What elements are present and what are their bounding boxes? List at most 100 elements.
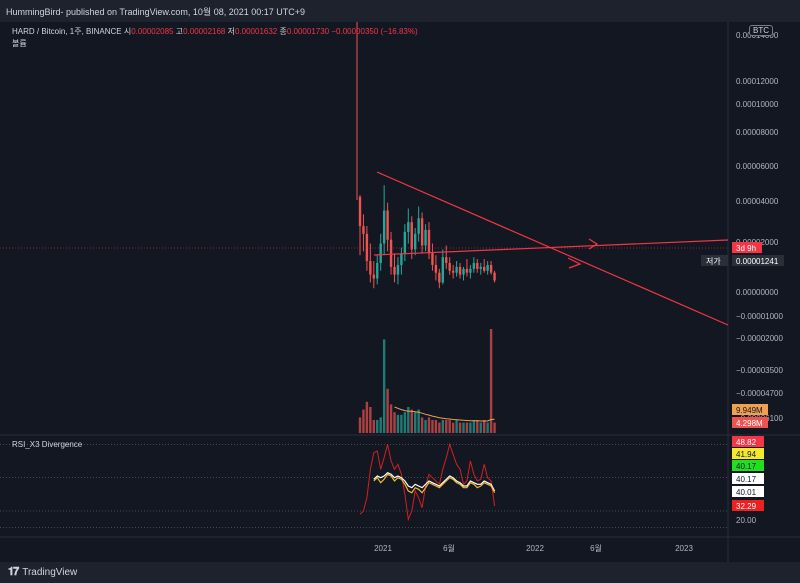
candle-body	[407, 222, 410, 232]
candle	[465, 259, 469, 277]
candle	[407, 208, 410, 244]
volume-bar	[420, 417, 424, 433]
volume-bar	[393, 412, 396, 433]
candle	[479, 262, 482, 275]
volume-bar	[417, 409, 420, 433]
close-label: 종	[279, 27, 287, 36]
volume-bar	[451, 422, 455, 433]
volume-bar	[372, 420, 375, 433]
time-axis-label: 6월	[590, 543, 602, 553]
candle-body	[462, 268, 465, 275]
candle	[462, 266, 465, 281]
symbol-legend: HARD / Bitcoin, 1주, BINANCE 시0.00002085 …	[12, 26, 418, 37]
candle	[472, 257, 476, 273]
candle	[376, 255, 379, 285]
volume-bar	[486, 422, 489, 433]
candle	[386, 202, 389, 252]
currency-badge[interactable]: BTC	[749, 25, 773, 36]
candle	[445, 245, 448, 269]
rsi-tag-bg	[732, 514, 764, 525]
high-label: 고	[175, 27, 184, 36]
volume-bar	[441, 420, 444, 433]
candle-body	[445, 257, 448, 263]
descending-trendline	[376, 171, 729, 326]
candle	[358, 194, 362, 256]
volume-tag-bg	[732, 417, 768, 428]
volume-bar	[458, 422, 462, 433]
price-axis-label: −0.00001000	[736, 312, 783, 321]
candle-body	[438, 272, 441, 283]
candle	[417, 206, 420, 242]
candle-body	[431, 253, 434, 265]
candle	[489, 261, 493, 275]
volume-bar	[483, 420, 486, 433]
rsi-slow-line	[359, 442, 496, 522]
candle	[458, 262, 462, 279]
candle	[400, 247, 403, 275]
candle-body	[424, 229, 427, 246]
candle	[438, 268, 441, 289]
candle-body	[451, 270, 455, 273]
candle	[379, 233, 382, 271]
trendline-arrow	[567, 257, 582, 269]
rsi-tag-bg	[732, 473, 764, 484]
candle-body	[389, 239, 393, 267]
symbol-title: HARD / Bitcoin, 1주, BINANCE	[12, 27, 122, 36]
rsi-tag-bg	[732, 436, 764, 447]
candle	[372, 261, 375, 289]
candle-body	[448, 262, 451, 271]
time-axis-label: 2021	[374, 544, 392, 553]
candle	[410, 216, 413, 260]
candle-body	[486, 264, 489, 271]
volume-bar	[382, 339, 386, 433]
candle-body	[372, 274, 375, 279]
tradingview-logo-icon: 𝟏𝟕	[8, 566, 19, 578]
volume-bar	[427, 417, 431, 433]
volume-bar	[386, 388, 389, 433]
candle	[424, 224, 427, 252]
candle	[451, 264, 455, 279]
volume-bar	[365, 401, 369, 433]
volume-bar	[362, 409, 365, 433]
brand-name: TradingView	[22, 567, 78, 578]
low-price-tag: 0.00001241	[736, 257, 779, 266]
low-prefix: 저가	[706, 257, 721, 266]
candle	[441, 249, 444, 285]
candle-body	[465, 268, 469, 273]
candle-body	[386, 210, 389, 240]
candle-body	[441, 257, 444, 283]
candle	[382, 185, 386, 256]
rsi-tag: 20.00	[736, 516, 757, 525]
volume-bar	[462, 422, 465, 433]
footer-bar	[0, 562, 800, 583]
price-axis-label: 0.00010000	[736, 100, 779, 109]
candle-body	[410, 222, 413, 250]
volume-ma-tag-bg	[732, 404, 768, 415]
volume-bar	[414, 412, 417, 433]
price-axis-label: −0.00004700	[736, 389, 783, 398]
candle-body	[358, 196, 362, 227]
rsi-tag: 40.17	[736, 462, 757, 471]
candle	[486, 261, 489, 275]
candle	[448, 257, 451, 275]
candle-body	[434, 264, 438, 273]
support-trendline	[373, 239, 729, 256]
rsi-tag: 40.17	[736, 475, 757, 484]
volume-bars	[358, 329, 496, 433]
low-price-tag-bg	[732, 255, 784, 266]
price-axis-label: 0.00004000	[736, 197, 779, 206]
candle-body	[400, 253, 403, 265]
volume-bar	[410, 409, 413, 433]
publish-info: HummingBird- published on TradingView.co…	[6, 7, 306, 17]
rsi-tag-bg	[732, 500, 764, 511]
candle	[396, 257, 400, 285]
volume-bar	[403, 412, 407, 433]
volume-bar	[376, 420, 379, 433]
candle-body	[417, 218, 420, 234]
rsi-tag: 32.29	[736, 502, 757, 511]
volume-bar	[358, 417, 362, 433]
open-value: 0.00002085	[131, 27, 174, 36]
countdown-tag-bg	[732, 242, 762, 253]
rsi-tag-bg	[732, 448, 764, 459]
tradingview-logo[interactable]: 𝟏𝟕 TradingView	[8, 566, 77, 579]
